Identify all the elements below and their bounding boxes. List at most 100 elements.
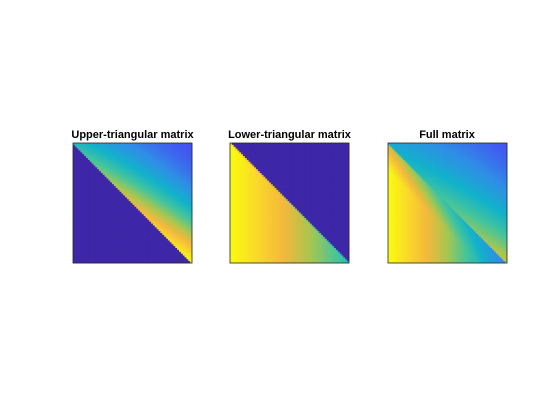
heatmap-cell — [80, 163, 83, 166]
heatmap-cell — [97, 174, 100, 178]
heatmap-cell — [102, 180, 105, 183]
heatmap-cell — [86, 184, 89, 187]
heatmap-cell — [91, 249, 94, 253]
heatmap-cell — [139, 176, 143, 179]
heatmap-cell — [171, 204, 174, 208]
heatmap-cell — [165, 163, 169, 166]
heatmap-cell — [76, 199, 79, 202]
heatmap-cell — [106, 193, 109, 196]
heatmap-cell — [74, 156, 78, 159]
heatmap-cell — [102, 257, 105, 260]
heatmap-cell — [178, 214, 182, 217]
heatmap-cell — [343, 148, 346, 151]
heatmap-cell — [149, 261, 152, 264]
heatmap-cell — [184, 174, 187, 178]
heatmap-cell — [165, 219, 169, 223]
heatmap-cell — [152, 219, 156, 223]
heatmap-cell — [130, 231, 133, 234]
axes-frame-upper — [72, 142, 193, 264]
heatmap-cell — [171, 184, 174, 187]
heatmap-cell — [108, 173, 111, 176]
heatmap-cell — [123, 253, 126, 256]
heatmap-cell — [113, 244, 117, 247]
heatmap-cell — [165, 225, 169, 228]
heatmap-cell — [171, 261, 174, 264]
heatmap-cell — [104, 255, 107, 258]
heatmap-cell — [317, 161, 320, 164]
heatmap-cell — [108, 186, 111, 189]
heatmap-cell — [115, 144, 118, 148]
heatmap-cell — [186, 152, 189, 155]
heatmap-cell — [104, 248, 107, 251]
heatmap-cell — [84, 238, 87, 241]
heatmap-cell — [154, 182, 158, 185]
heatmap-cell — [164, 208, 167, 211]
heatmap-cell — [169, 218, 172, 221]
heatmap-cell — [151, 180, 154, 183]
heatmap-cell — [267, 158, 270, 161]
heatmap-cell — [156, 249, 159, 253]
heatmap-cell — [186, 161, 189, 164]
heatmap-cell — [182, 154, 185, 157]
heatmap-cell — [156, 144, 159, 148]
heatmap-cell — [184, 221, 187, 224]
heatmap-cell — [86, 233, 89, 236]
heatmap-cell — [117, 180, 120, 183]
heatmap-cell — [86, 212, 89, 215]
heatmap-cell — [80, 188, 83, 191]
heatmap-cell — [164, 191, 167, 194]
heatmap-cell — [132, 150, 135, 153]
heatmap-cell — [138, 229, 141, 232]
heatmap-cell — [248, 158, 251, 161]
heatmap-cell — [104, 174, 107, 178]
heatmap-cell — [76, 184, 79, 187]
heatmap-cell — [89, 156, 92, 159]
heatmap-cell — [319, 154, 322, 157]
heatmap-cell — [151, 159, 154, 163]
heatmap-cell — [265, 144, 268, 148]
heatmap-cell — [282, 159, 285, 163]
heatmap-cell — [276, 144, 279, 148]
heatmap-cell — [95, 236, 98, 239]
heatmap-cell — [160, 191, 163, 194]
heatmap-cell — [80, 178, 83, 181]
heatmap-cell — [132, 261, 135, 264]
heatmap-cell — [165, 244, 169, 247]
heatmap-cell — [78, 227, 81, 230]
heatmap-cell — [145, 204, 148, 208]
heatmap-cell — [145, 214, 148, 217]
heatmap-cell — [82, 223, 85, 226]
heatmap-cell — [347, 150, 350, 153]
heatmap-cell — [141, 216, 145, 219]
heatmap-cell — [190, 158, 193, 161]
heatmap-cell — [239, 163, 242, 166]
heatmap-cell — [278, 159, 281, 163]
heatmap-cell — [180, 161, 184, 164]
heatmap-cell — [121, 236, 124, 239]
heatmap-cell — [171, 171, 174, 174]
heatmap-cell — [178, 257, 182, 260]
heatmap-cell — [231, 156, 235, 159]
heatmap-cell — [231, 152, 235, 155]
heatmap-cell — [263, 148, 266, 151]
heatmap-cell — [259, 165, 262, 168]
heatmap-cell — [151, 169, 154, 172]
heatmap-cell — [164, 242, 167, 245]
heatmap-cell — [173, 182, 176, 185]
heatmap-cell — [104, 221, 107, 224]
heatmap-cell — [173, 150, 176, 153]
heatmap-cell — [132, 248, 135, 251]
heatmap-cell — [180, 225, 184, 228]
heatmap-cell — [82, 201, 85, 204]
heatmap-cell — [143, 178, 146, 181]
heatmap-cell — [184, 143, 187, 146]
heatmap-cell — [272, 156, 275, 159]
heatmap-cell — [78, 176, 81, 179]
heatmap-cell — [263, 163, 266, 166]
heatmap-cell — [337, 152, 341, 155]
heatmap-cell — [102, 203, 105, 206]
heatmap-cell — [267, 150, 270, 153]
heatmap-cell — [177, 253, 180, 256]
heatmap-cell — [89, 146, 92, 149]
heatmap-cell — [188, 244, 191, 247]
